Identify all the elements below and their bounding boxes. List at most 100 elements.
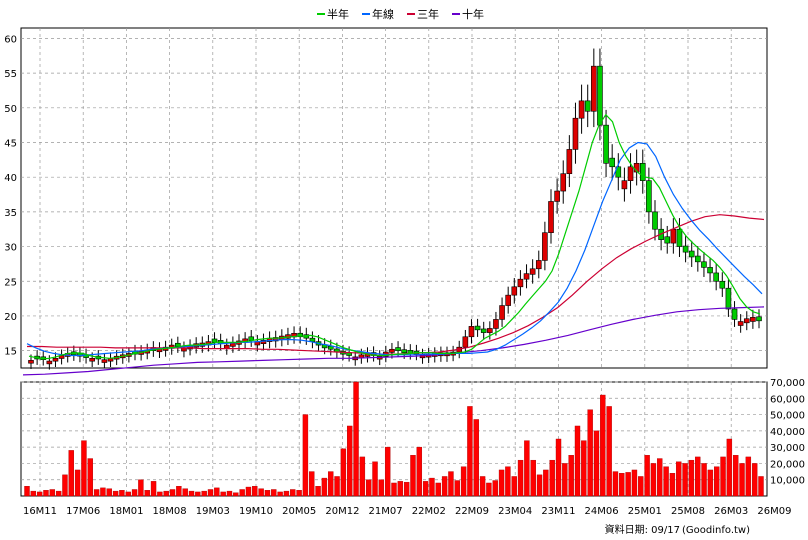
candle-body [554,190,560,202]
volume-bar [214,487,220,497]
volume-bar [739,463,745,497]
volume-bar [751,463,758,497]
volume-bar [435,482,441,497]
volume-bar [81,440,87,497]
volume-bar [359,456,366,497]
candle-body [223,344,230,349]
volume-bar [473,419,479,497]
volume-bar [157,491,163,497]
candle-body [505,294,511,306]
candle-body [493,319,499,329]
volume-bar [195,491,201,497]
ma-ten-year-line [22,306,765,376]
x-tick-label: 22M09 [455,506,489,517]
candle-body [468,326,475,338]
volume-bar [568,455,574,497]
volume-bar [676,461,682,497]
candle-body [272,337,279,342]
volume-bar [688,459,695,497]
price-tick-label: 40 [4,173,17,184]
volume-bar [650,463,657,497]
volume-bar [182,488,188,497]
candle-body [480,328,487,333]
volume-tick-label: 30,000 [770,443,805,454]
volume-bar [309,471,315,497]
volume-bar [347,425,353,497]
volume-panel: 10,000 20,000 30,000 40,000 50,000 60,000 70,0… [20,378,805,497]
candle-body [462,336,469,348]
candle-body [297,332,303,338]
price-tick-label: 20 [4,312,17,323]
volume-bar [441,476,448,497]
x-tick-label: 25M01 [628,506,662,517]
volume-bar [131,489,138,497]
volume-bar [530,459,536,497]
volume-bar [226,490,233,497]
volume-bar [74,469,81,497]
x-tick-label: 25M08 [671,506,705,517]
volume-bar [454,480,460,497]
volume-bar [492,480,498,497]
candle-body [535,260,542,270]
volume-bar [296,490,302,497]
volume-tick-label: 10,000 [770,476,805,487]
price-tick-label: 15 [4,347,17,358]
candle-body [688,250,695,258]
volume-bar [220,491,226,497]
volume-bar [252,486,258,497]
candle-body [737,321,744,326]
x-tick-label: 21M07 [369,506,403,517]
candle-body [572,117,579,150]
candle-body [548,201,554,233]
x-tick-label: 19M10 [239,506,273,517]
price-frame [20,27,768,369]
volume-bar [467,406,473,497]
candle-body [578,100,585,119]
candle-body [731,308,738,320]
volume-bar [479,476,486,497]
candle-body [756,316,762,322]
volume-bar [669,473,676,497]
volume-bar [201,490,207,497]
volume-bar [543,469,549,497]
candle-body [609,157,615,168]
volume-bar [30,490,37,497]
volume-bar [315,486,321,497]
candle-body [664,236,671,244]
volume-bar [24,486,30,497]
footer-source: (Goodinfo.tw) [682,525,750,536]
legend-label-0: 半年 [327,7,349,21]
legend-label-3: 十年 [462,7,484,21]
volume-bar [562,463,568,497]
x-tick-label: 16M11 [23,506,57,517]
volume-bar [701,463,707,497]
volume-bar [372,461,378,497]
volume-bar [321,477,328,497]
volume-bar [732,455,739,497]
candle-body [646,180,652,213]
volume-tick-label: 20,000 [770,459,805,470]
volume-bar [593,430,600,497]
volume-bar [378,479,385,497]
volume-bar [486,482,492,497]
volume-bar [397,481,404,497]
volume-bar [448,471,454,497]
volume-bar [138,479,144,497]
volume-bar [606,406,612,497]
candle-body [523,273,530,280]
candle-body [101,359,108,363]
x-tick-label: 23M04 [498,506,532,517]
candle-body [260,339,267,344]
x-tick-label: 19M03 [196,506,230,517]
candle-body [725,287,732,310]
volume-bar [638,476,644,497]
volume-bar [334,476,340,497]
legend-label-2: 三年 [417,7,439,21]
candle-body [487,328,493,333]
candle-body [707,267,713,274]
volume-tick-label: 50,000 [770,411,805,422]
candle-body [517,278,524,288]
volume-bar [340,448,347,497]
volume-bar [119,490,125,497]
volume-bar [536,474,543,497]
